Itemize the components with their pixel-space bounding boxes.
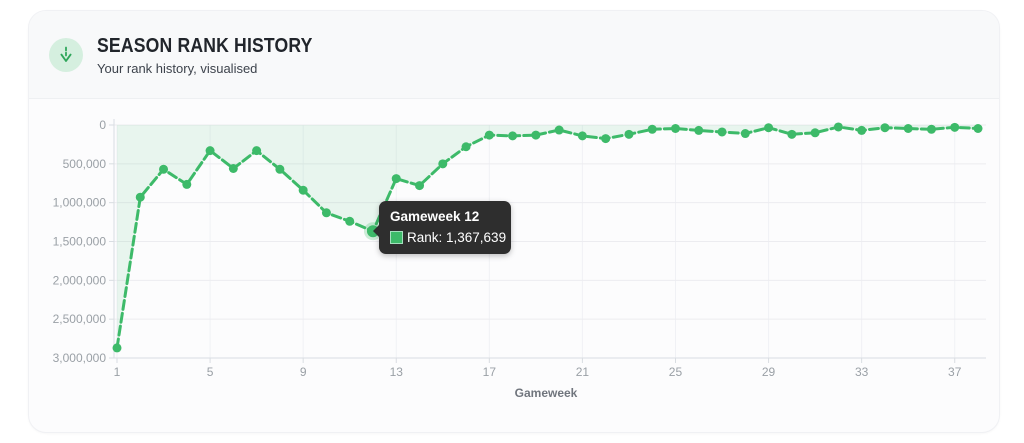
data-point[interactable] [926, 124, 936, 134]
data-point[interactable] [438, 159, 448, 169]
data-point[interactable] [112, 343, 122, 353]
y-tick-label: 500,000 [63, 157, 107, 171]
y-tick-label: 0 [99, 118, 106, 132]
data-point[interactable] [903, 123, 913, 133]
trend-down-icon [49, 38, 83, 72]
data-point[interactable] [554, 125, 564, 135]
data-point[interactable] [252, 146, 262, 156]
data-point[interactable] [764, 123, 774, 133]
y-tick-label: 2,500,000 [53, 312, 107, 326]
data-point[interactable] [950, 122, 960, 132]
data-point[interactable] [857, 125, 867, 135]
page-title: SEASON RANK HISTORY [97, 35, 313, 57]
data-point[interactable] [298, 185, 308, 195]
chart-area: 0 500,000 1,000,000 1,500,000 2,000,000 2,500… [29, 99, 1000, 433]
rank-history-chart[interactable]: 0 500,000 1,000,000 1,500,000 2,000,000 2,500… [29, 99, 1000, 433]
data-point[interactable] [345, 216, 355, 226]
tooltip-row: Rank: 1,367,639 [390, 230, 506, 245]
data-point[interactable] [601, 134, 611, 144]
card-header: SEASON RANK HISTORY Your rank history, v… [29, 11, 999, 99]
data-point[interactable] [205, 146, 215, 156]
x-tick-label: 5 [207, 365, 214, 379]
data-point[interactable] [833, 122, 843, 132]
data-point[interactable] [228, 163, 238, 173]
y-tick-label: 2,000,000 [53, 273, 107, 287]
data-point[interactable] [670, 123, 680, 133]
data-point[interactable] [182, 179, 192, 189]
data-point[interactable] [740, 129, 750, 139]
data-point[interactable] [717, 127, 727, 137]
tooltip-label: Rank: 1,367,639 [407, 230, 507, 245]
data-point[interactable] [577, 131, 587, 141]
tooltip-title: Gameweek 12 [390, 209, 480, 224]
data-point[interactable] [624, 129, 634, 139]
data-point[interactable] [531, 130, 541, 140]
data-point[interactable] [484, 130, 494, 140]
x-tick-label: 21 [576, 365, 590, 379]
data-point[interactable] [461, 142, 471, 152]
x-tick-label: 25 [669, 365, 683, 379]
x-tick-label: 17 [483, 365, 497, 379]
data-point[interactable] [810, 128, 820, 138]
data-point[interactable] [321, 208, 331, 218]
x-tick-label: 29 [762, 365, 776, 379]
data-point[interactable] [973, 123, 983, 133]
x-tick-label: 9 [300, 365, 307, 379]
x-tick-label: 1 [114, 365, 121, 379]
data-point[interactable] [159, 164, 169, 174]
data-point[interactable] [415, 181, 425, 191]
data-point[interactable] [787, 129, 797, 139]
data-point[interactable] [275, 164, 285, 174]
season-rank-history-card: SEASON RANK HISTORY Your rank history, v… [28, 10, 1000, 433]
page-subtitle: Your rank history, visualised [97, 61, 258, 76]
x-tick-label: 13 [390, 365, 404, 379]
data-point[interactable] [391, 174, 401, 184]
x-tick-label: 37 [948, 365, 962, 379]
rank-line [115, 125, 980, 350]
data-point[interactable] [694, 125, 704, 135]
data-point[interactable] [508, 131, 518, 141]
data-point[interactable] [135, 192, 145, 202]
tooltip: Gameweek 12 Rank: 1,367,639 [373, 201, 511, 254]
title-block: SEASON RANK HISTORY Your rank history, v… [97, 35, 342, 76]
y-tick-label: 1,500,000 [53, 235, 107, 249]
x-axis-title: Gameweek [515, 386, 578, 400]
area-fill [117, 125, 978, 348]
x-tick-label: 33 [855, 365, 869, 379]
tooltip-swatch [390, 231, 403, 244]
y-tick-label: 3,000,000 [53, 351, 107, 365]
data-point[interactable] [880, 123, 890, 133]
data-point[interactable] [647, 124, 657, 134]
y-tick-label: 1,000,000 [53, 196, 107, 210]
